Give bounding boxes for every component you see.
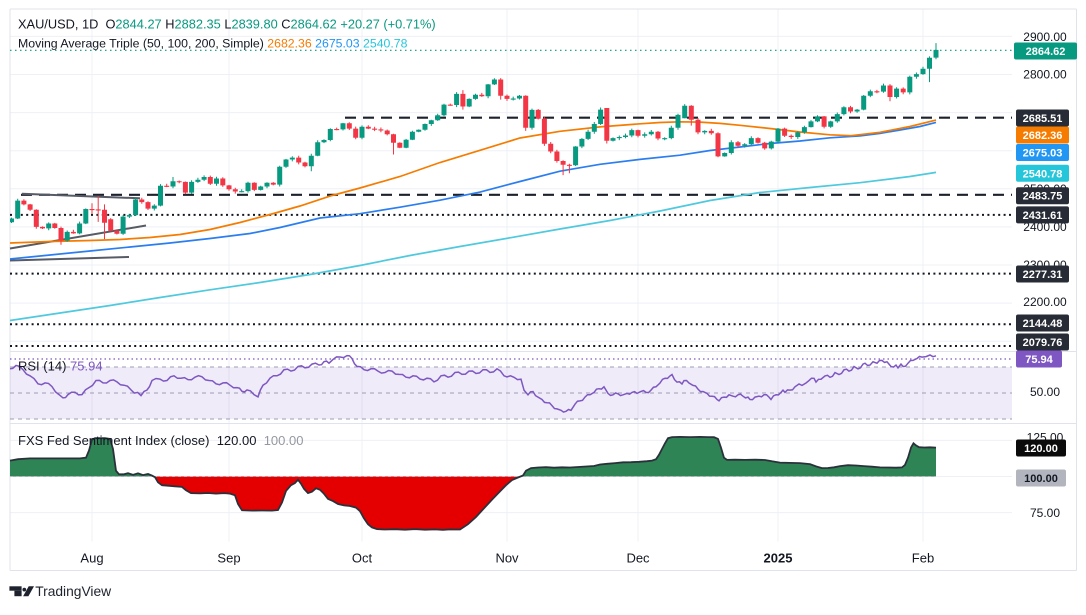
svg-text:Aug: Aug <box>80 551 103 566</box>
svg-text:2431.61: 2431.61 <box>1023 210 1063 222</box>
svg-text:Dec: Dec <box>626 551 650 566</box>
svg-text:2540.78: 2540.78 <box>1023 168 1063 180</box>
svg-text:120.00: 120.00 <box>1024 443 1058 455</box>
svg-text:TradingView: TradingView <box>35 584 111 599</box>
svg-text:Oct: Oct <box>352 551 373 566</box>
svg-text:2675.03: 2675.03 <box>1023 148 1063 160</box>
svg-text:2864.62: 2864.62 <box>1026 46 1066 58</box>
svg-text:RSI (14) 75.94: RSI (14) 75.94 <box>18 359 103 374</box>
svg-text:75.94: 75.94 <box>1025 354 1053 366</box>
svg-text:2682.36: 2682.36 <box>1023 130 1063 142</box>
svg-text:2144.48: 2144.48 <box>1023 318 1063 330</box>
svg-text:2685.51: 2685.51 <box>1023 113 1063 125</box>
svg-text:100.00: 100.00 <box>1024 473 1058 485</box>
svg-text:2277.31: 2277.31 <box>1023 269 1063 281</box>
svg-text:2025: 2025 <box>764 551 793 566</box>
svg-text:2800.00: 2800.00 <box>1023 68 1067 82</box>
svg-text:50.00: 50.00 <box>1030 385 1060 399</box>
svg-text:75.00: 75.00 <box>1030 506 1060 520</box>
svg-text:XAU/USD, 1D O2844.27 H2882.35: XAU/USD, 1D O2844.27 H2882.35 L2839.80 C… <box>18 17 436 32</box>
svg-text:2400.00: 2400.00 <box>1023 220 1067 234</box>
svg-text:2079.76: 2079.76 <box>1023 337 1063 349</box>
svg-text:Feb: Feb <box>912 551 934 566</box>
svg-text:2483.75: 2483.75 <box>1023 191 1063 203</box>
svg-text:Nov: Nov <box>495 551 519 566</box>
svg-text:2900.00: 2900.00 <box>1023 30 1067 44</box>
svg-text:Moving Average Triple (50, 100: Moving Average Triple (50, 100, 200, Sim… <box>18 37 408 51</box>
svg-text:Sep: Sep <box>217 551 240 566</box>
svg-text:2200.00: 2200.00 <box>1023 295 1067 309</box>
svg-text:FXS Fed Sentiment Index (close: FXS Fed Sentiment Index (close) 120.00 1… <box>18 433 303 448</box>
